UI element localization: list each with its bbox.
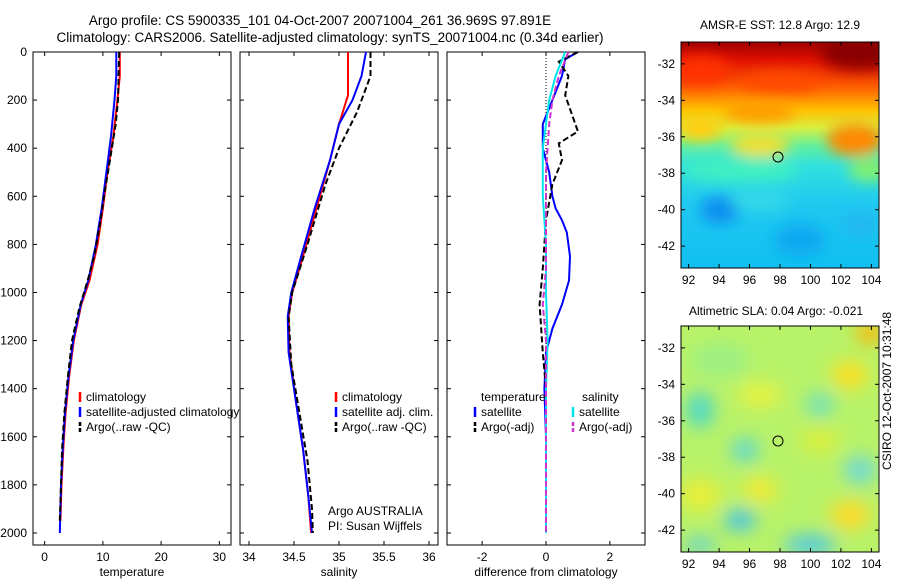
map-y-tick-label: -38 xyxy=(658,450,676,464)
sst-map-title: AMSR-E SST: 12.8 Argo: 12.9 xyxy=(700,18,860,32)
y-tick-label: 600 xyxy=(7,189,27,203)
figure-title-line-1: Argo profile: CS 5900335_101 04-Oct-2007… xyxy=(88,13,552,28)
x-tick-label: 10 xyxy=(96,550,110,564)
map-y-tick-label: -32 xyxy=(658,57,676,71)
y-tick-label: 1600 xyxy=(0,430,27,444)
series-line-temperature-argo-adj- xyxy=(538,51,580,533)
sst-heatmap xyxy=(681,42,879,268)
map-x-tick-label: 94 xyxy=(712,273,726,287)
legend-label: satellite-adjusted climatology xyxy=(86,405,239,419)
x-tick-label: 2 xyxy=(607,550,614,564)
series-line-satellite-adj-clim- xyxy=(286,51,367,534)
map-y-tick-label: -32 xyxy=(658,341,676,355)
map-y-tick-label: -40 xyxy=(658,203,676,217)
salinity-panel xyxy=(239,51,439,546)
map-x-tick-label: 96 xyxy=(743,273,757,287)
map-x-tick-label: 100 xyxy=(800,557,820,571)
map-y-tick-label: -42 xyxy=(658,239,676,253)
map-y-tick-label: -36 xyxy=(658,130,676,144)
x-tick-label: 34 xyxy=(242,550,256,564)
map-x-tick-label: 102 xyxy=(831,273,851,287)
y-tick-label: 0 xyxy=(20,45,27,59)
sla-argo-location-marker xyxy=(772,435,784,447)
sla-heatmap xyxy=(681,326,879,552)
map-y-tick-label: -38 xyxy=(658,166,676,180)
argo-pi-note: PI: Susan Wijffels xyxy=(328,519,422,533)
sst-argo-location-marker xyxy=(772,151,784,163)
x-tick-label: 34.5 xyxy=(282,550,306,564)
map-x-tick-label: 92 xyxy=(682,273,696,287)
y-tick-label: 1200 xyxy=(0,334,27,348)
map-x-tick-label: 102 xyxy=(831,557,851,571)
x-tick-label: 36 xyxy=(422,550,436,564)
temperature-panel xyxy=(32,51,232,546)
y-tick-label: 1000 xyxy=(0,285,27,299)
legend-label: satellite xyxy=(481,405,522,419)
map-x-tick-label: 96 xyxy=(743,557,757,571)
legend-label: climatology xyxy=(86,390,146,404)
map-x-tick-label: 92 xyxy=(682,557,696,571)
series-line-argo-raw-qc- xyxy=(287,52,372,534)
map-y-tick-label: -40 xyxy=(658,487,676,501)
sla-map-title: Altimetric SLA: 0.04 Argo: -0.021 xyxy=(689,304,863,318)
legend-label: climatology xyxy=(342,390,402,404)
map-x-tick-label: 104 xyxy=(861,273,881,287)
legend-label: Argo(-adj) xyxy=(481,420,534,434)
legend-label: satellite xyxy=(579,405,620,419)
x-axis-label: salinity xyxy=(321,565,358,579)
y-tick-label: 2000 xyxy=(0,526,27,540)
credit-stamp: CSIRO 12-Oct-2007 10:31:48 xyxy=(880,312,894,470)
x-axis-label: difference from climatology xyxy=(474,565,617,579)
x-tick-label: 35.5 xyxy=(372,550,396,564)
x-tick-label: -2 xyxy=(477,550,488,564)
map-x-tick-label: 98 xyxy=(773,557,787,571)
x-tick-label: 20 xyxy=(154,550,168,564)
legend-header-salinity: salinity xyxy=(582,390,619,404)
x-tick-label: 0 xyxy=(41,550,48,564)
x-axis-label: temperature xyxy=(100,565,165,579)
argo-program-note: Argo AUSTRALIA xyxy=(328,504,423,518)
x-tick-label: 0 xyxy=(543,550,550,564)
y-tick-label: 1800 xyxy=(0,478,27,492)
y-tick-label: 1400 xyxy=(0,382,27,396)
map-x-tick-label: 98 xyxy=(773,273,787,287)
map-x-tick-label: 104 xyxy=(861,557,881,571)
y-tick-label: 400 xyxy=(7,141,27,155)
legend-label: Argo(..raw -QC) xyxy=(86,420,171,434)
series-line-argo-raw-qc- xyxy=(58,51,121,522)
x-tick-label: 30 xyxy=(213,550,227,564)
x-tick-label: 35 xyxy=(332,550,346,564)
legend-label: Argo(-adj) xyxy=(579,420,632,434)
y-tick-label: 200 xyxy=(7,93,27,107)
map-x-tick-label: 94 xyxy=(712,557,726,571)
series-line-salinity-argo-adj- xyxy=(541,51,570,533)
figure-title-line-2: Climatology: CARS2006. Satellite-adjuste… xyxy=(56,30,604,45)
legend-label: satellite adj. clim. xyxy=(342,405,433,419)
legend-header-temperature: temperature xyxy=(481,390,546,404)
y-tick-label: 800 xyxy=(7,237,27,251)
map-y-tick-label: -36 xyxy=(658,414,676,428)
map-y-tick-label: -34 xyxy=(658,93,676,107)
legend-label: Argo(..raw -QC) xyxy=(342,420,427,434)
map-x-tick-label: 100 xyxy=(800,273,820,287)
map-y-tick-label: -34 xyxy=(658,377,676,391)
map-y-tick-label: -42 xyxy=(658,523,676,537)
